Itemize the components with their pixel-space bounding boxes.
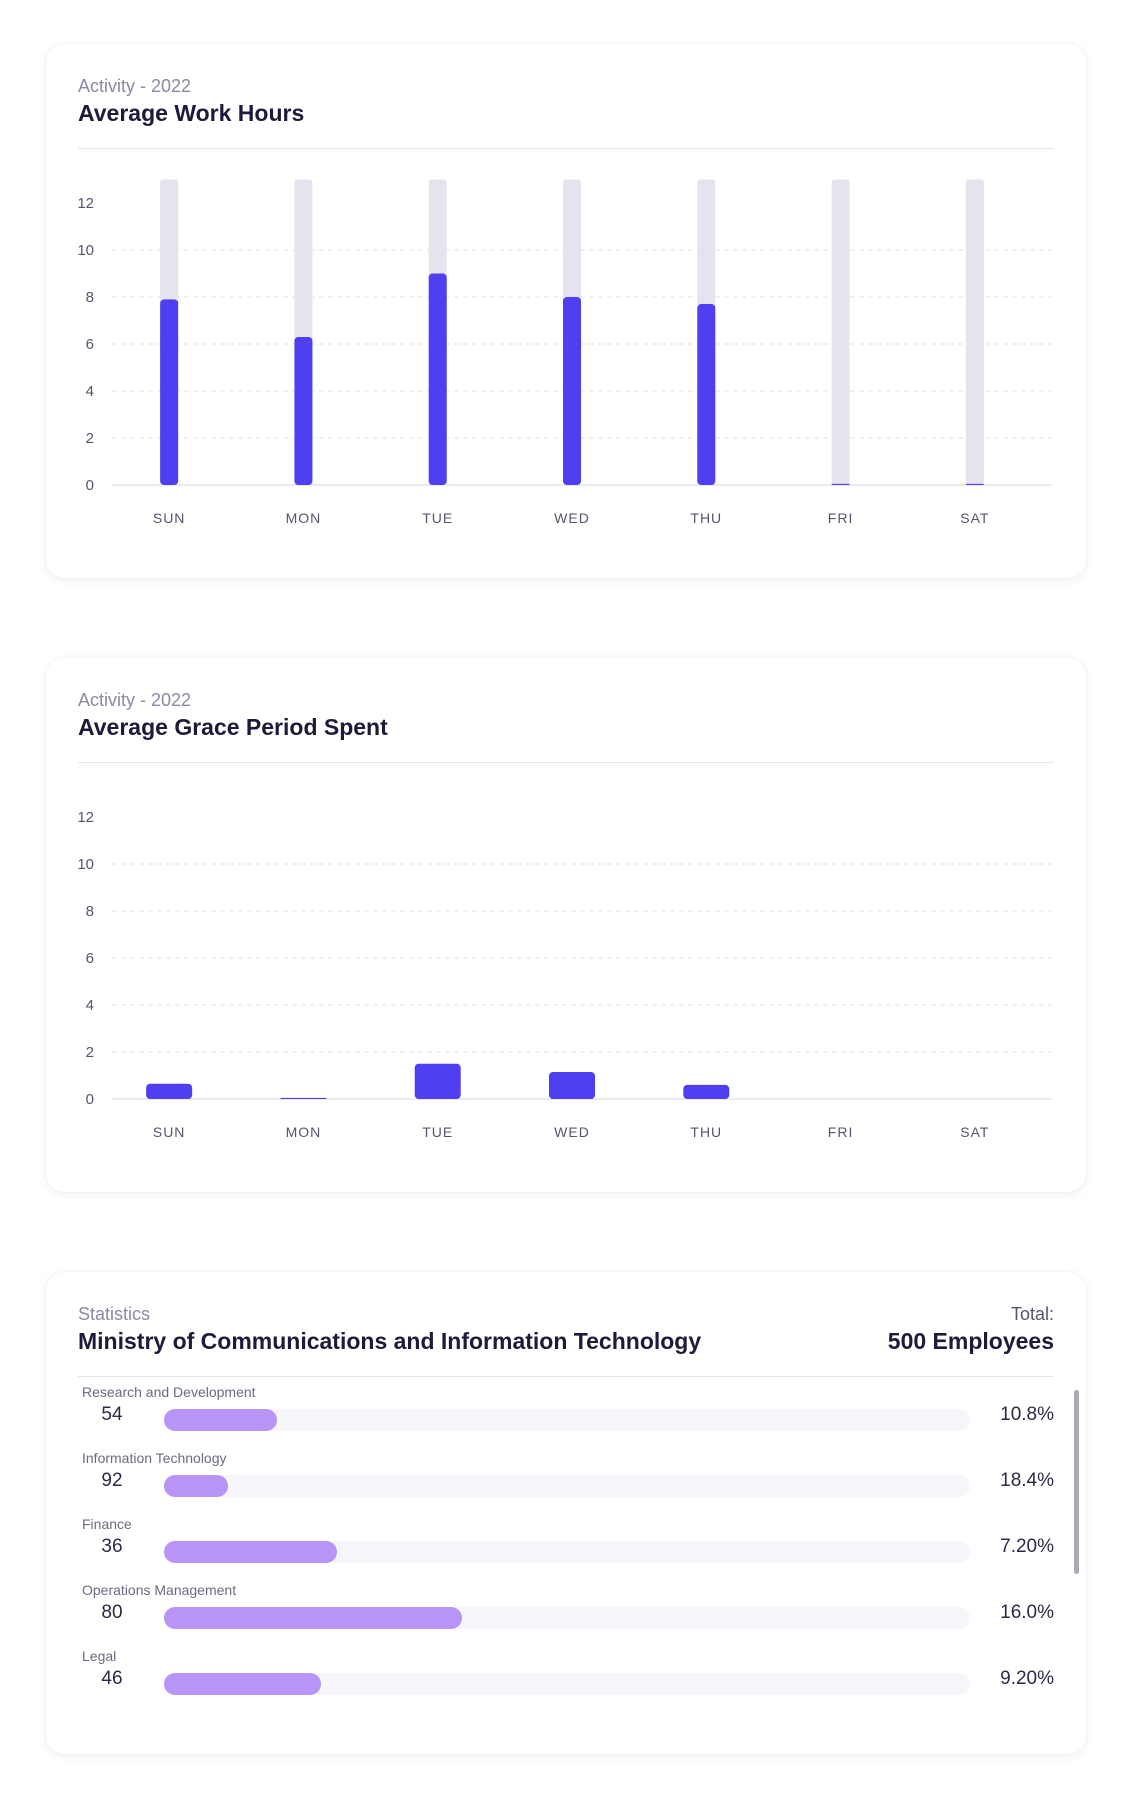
department-percent: 16.0% [1000,1602,1054,1623]
department-bar-fill [164,1475,229,1497]
y-tick-label: 10 [77,856,94,873]
department-bar-track [164,1607,970,1629]
y-tick-label: 2 [86,1044,94,1061]
department-count: 80 [101,1602,123,1623]
x-tick-label: SAT [960,510,989,526]
statistics-card: Statistics Ministry of Communications an… [46,1272,1086,1754]
x-tick-label: SUN [153,510,186,526]
department-list[interactable]: Research and Development 54 10.8% Inform… [46,1384,1086,1754]
department-count: 36 [101,1536,123,1557]
department-bar-track [164,1673,970,1695]
department-bar-track [164,1541,970,1563]
x-tick-label: MON [286,1124,322,1140]
card-subtitle: Activity - 2022 [78,690,192,710]
card-subtitle: Statistics [78,1304,151,1324]
work-hours-card: Activity - 2022 Average Work Hours 0 2 4 6 8… [46,44,1086,578]
y-tick-label: 12 [77,195,94,212]
grace-period-card: Activity - 2022 Average Grace Period Spe… [46,658,1086,1192]
y-tick-label: 4 [86,997,94,1014]
bar-wed[interactable] [549,1071,595,1099]
department-name: Research and Development [82,1384,256,1400]
x-tick-label: WED [554,1124,590,1140]
y-tick-label: 0 [86,1091,94,1108]
bar-tue[interactable] [428,273,447,486]
department-row: Legal 46 9.20% [46,1648,1086,1714]
department-percent: 18.4% [1000,1470,1054,1491]
y-tick-label: 10 [77,242,94,259]
ministry-title: Ministry of Communications and Informati… [78,1328,702,1354]
department-bar-track [164,1475,970,1497]
work-hours-chart: 0 2 4 6 8 10 12 SUN MON TUE WED THU FRI SAT [77,179,1052,526]
x-tick-label: TUE [422,1124,453,1140]
department-row: Research and Development 54 10.8% [46,1384,1086,1450]
department-count: 92 [101,1470,123,1491]
department-name: Information Technology [82,1450,227,1466]
x-tick-label: WED [554,510,590,526]
card-subtitle: Activity - 2022 [78,76,192,96]
department-bar-fill [164,1409,277,1431]
department-percent: 7.20% [1000,1536,1054,1557]
department-bar-fill [164,1607,463,1629]
total-label: Total: [1010,1304,1054,1324]
x-tick-label: THU [690,510,722,526]
bar-tue[interactable] [414,1063,461,1099]
total-employees: 500 Employees [887,1328,1054,1354]
department-row: Finance 36 7.20% [46,1516,1086,1582]
bar-sun[interactable] [160,299,179,485]
department-count: 46 [101,1668,123,1689]
x-tick-label: SUN [153,1124,186,1140]
bar-background [831,179,850,485]
x-tick-label: MON [286,510,322,526]
x-tick-label: FRI [828,1124,854,1140]
x-tick-label: THU [690,1124,722,1140]
y-tick-label: 8 [86,289,94,306]
y-tick-label: 2 [86,430,94,447]
bar-fri[interactable] [831,483,850,485]
divider [78,148,1054,149]
department-name: Operations Management [82,1582,237,1598]
card-title: Average Work Hours [78,100,305,126]
y-tick-label: 6 [86,950,94,967]
bar-thu[interactable] [683,1084,730,1099]
bar-wed[interactable] [563,297,581,485]
department-name: Legal [82,1648,117,1664]
y-tick-label: 6 [86,336,94,353]
department-row: Operations Management 80 16.0% [46,1582,1086,1648]
y-tick-label: 8 [86,903,94,920]
department-bar-fill [164,1673,322,1695]
y-tick-label: 12 [77,809,94,826]
y-tick-label: 4 [86,383,94,400]
department-name: Finance [82,1516,132,1532]
department-percent: 10.8% [1000,1404,1054,1425]
divider [78,762,1054,763]
divider [78,1376,1054,1377]
bar-sun[interactable] [146,1083,193,1099]
bar-thu[interactable] [697,304,716,485]
grace-period-chart: 0 2 4 6 8 10 12 SUN MON TUE WED THU FRI SAT [77,809,1052,1140]
x-tick-label: FRI [828,510,854,526]
department-bar-fill [164,1541,338,1563]
bar-background [965,179,984,485]
scrollbar[interactable] [1074,1390,1079,1574]
department-row: Information Technology 92 18.4% [46,1450,1086,1516]
bar-mon[interactable] [294,336,313,485]
x-tick-label: TUE [422,510,453,526]
bar-mon[interactable] [280,1097,327,1099]
department-percent: 9.20% [1000,1668,1054,1689]
card-title: Average Grace Period Spent [78,714,388,740]
department-bar-track [164,1409,970,1431]
bar-sat[interactable] [965,483,984,485]
x-tick-label: SAT [960,1124,989,1140]
department-count: 54 [101,1404,123,1425]
y-tick-label: 0 [86,477,94,494]
